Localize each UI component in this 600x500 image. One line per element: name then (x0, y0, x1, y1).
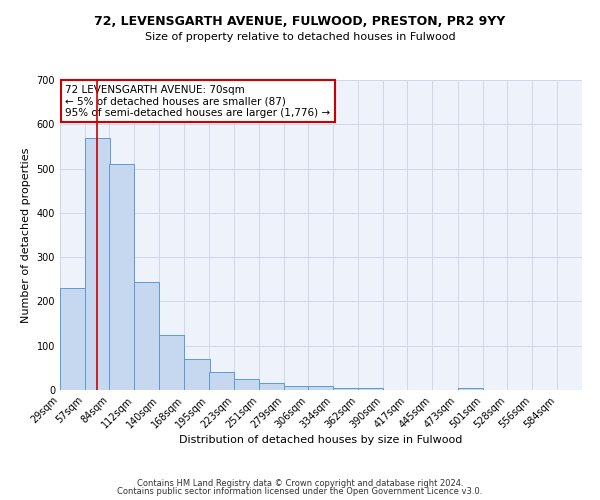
Bar (109, 164, 134, 390)
Bar (85, 138, 110, 390)
Text: 72, LEVENSGARTH AVENUE, FULWOOD, PRESTON, PR2 9YY: 72, LEVENSGARTH AVENUE, FULWOOD, PRESTON… (94, 15, 506, 28)
Bar (308, 386, 333, 390)
Bar (284, 386, 309, 390)
X-axis label: Distribution of detached houses by size in Fulwood: Distribution of detached houses by size … (179, 436, 463, 446)
Bar (333, 388, 358, 390)
Text: Contains HM Land Registry data © Crown copyright and database right 2024.: Contains HM Land Registry data © Crown c… (137, 478, 463, 488)
Text: 72 LEVENSGARTH AVENUE: 70sqm
← 5% of detached houses are smaller (87)
95% of sem: 72 LEVENSGARTH AVENUE: 70sqm ← 5% of det… (65, 84, 331, 118)
Text: Contains public sector information licensed under the Open Government Licence v3: Contains public sector information licen… (118, 487, 482, 496)
Bar (259, 384, 284, 390)
Bar (60, 288, 85, 390)
Bar (134, 282, 160, 390)
Bar (160, 334, 184, 390)
Y-axis label: Number of detached properties: Number of detached properties (21, 148, 31, 322)
Text: Size of property relative to detached houses in Fulwood: Size of property relative to detached ho… (145, 32, 455, 42)
Bar (184, 359, 209, 390)
Bar (358, 388, 383, 390)
Bar (234, 379, 259, 390)
Bar (209, 372, 234, 390)
Bar (458, 388, 482, 390)
